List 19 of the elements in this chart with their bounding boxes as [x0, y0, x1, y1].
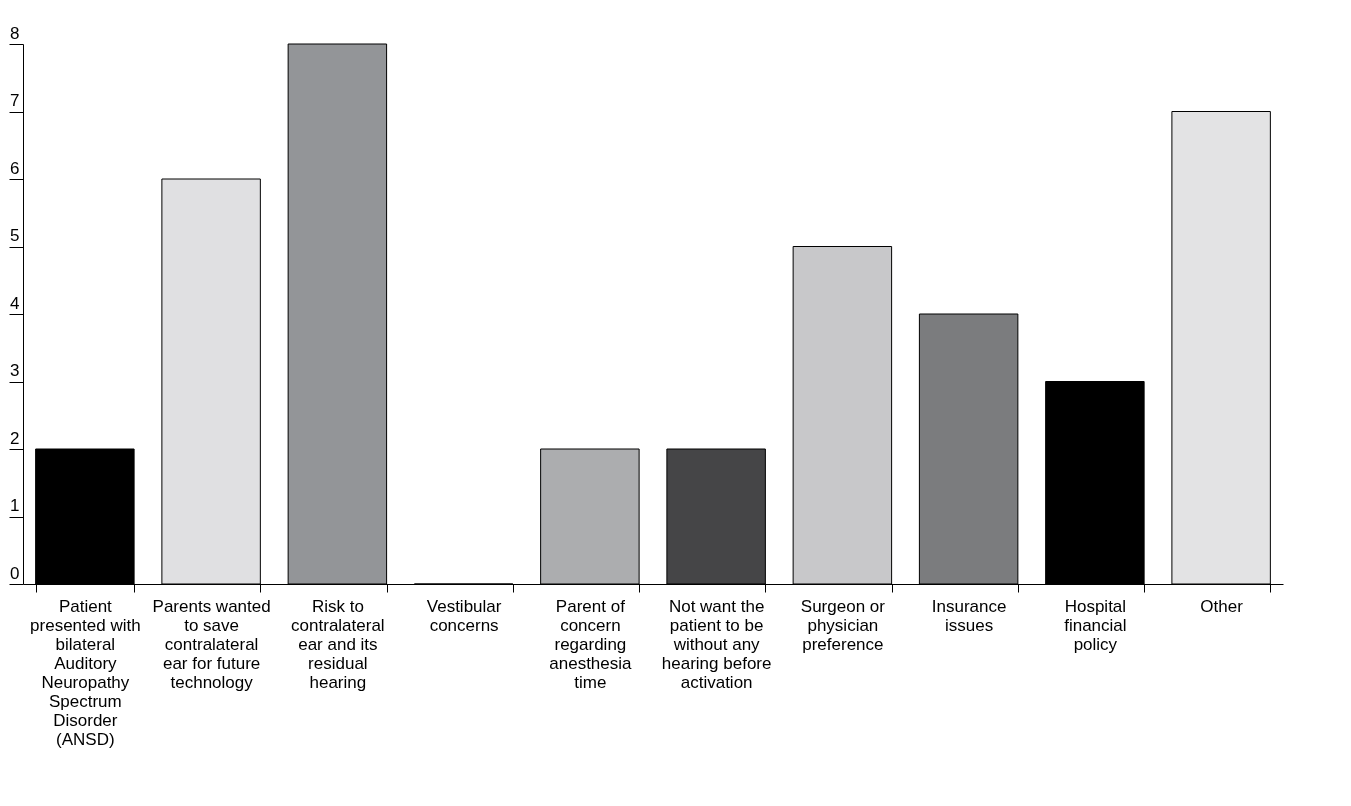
- x-tick-label: Patient presented with bilateral Auditory Neuropathy Spectrum Disorder (ANSD): [30, 596, 141, 749]
- x-tick-label: Risk to contralateral ear and its residual hearing: [291, 596, 385, 692]
- y-tick-label: 5: [10, 226, 20, 245]
- y-tick-label: 7: [10, 91, 20, 110]
- y-tick-label: 3: [10, 361, 20, 380]
- x-tick-label: Parents wanted to save contralateral ear for future technology: [152, 596, 271, 692]
- x-tick-label: Insurance issues: [931, 596, 1007, 635]
- x-tick-label: Other: [1200, 596, 1244, 616]
- y-tick-label: 1: [10, 496, 20, 515]
- x-tick-label: Surgeon or physician preference: [800, 596, 886, 654]
- x-tick-label: Parent of concern regarding anesthesia time: [549, 596, 633, 692]
- y-tick-label: 6: [10, 158, 20, 178]
- y-tick-label: 8: [10, 23, 20, 43]
- y-tick-label: 2: [10, 428, 20, 448]
- x-tick-label: Not want the patient to be without any hearing before activation: [661, 596, 772, 692]
- x-tick-label: Vestibular concerns: [426, 596, 502, 635]
- y-tick-label: 4: [10, 293, 20, 313]
- y-tick-label: 0: [10, 563, 20, 583]
- x-tick-label: Hospital financial policy: [1064, 596, 1127, 654]
